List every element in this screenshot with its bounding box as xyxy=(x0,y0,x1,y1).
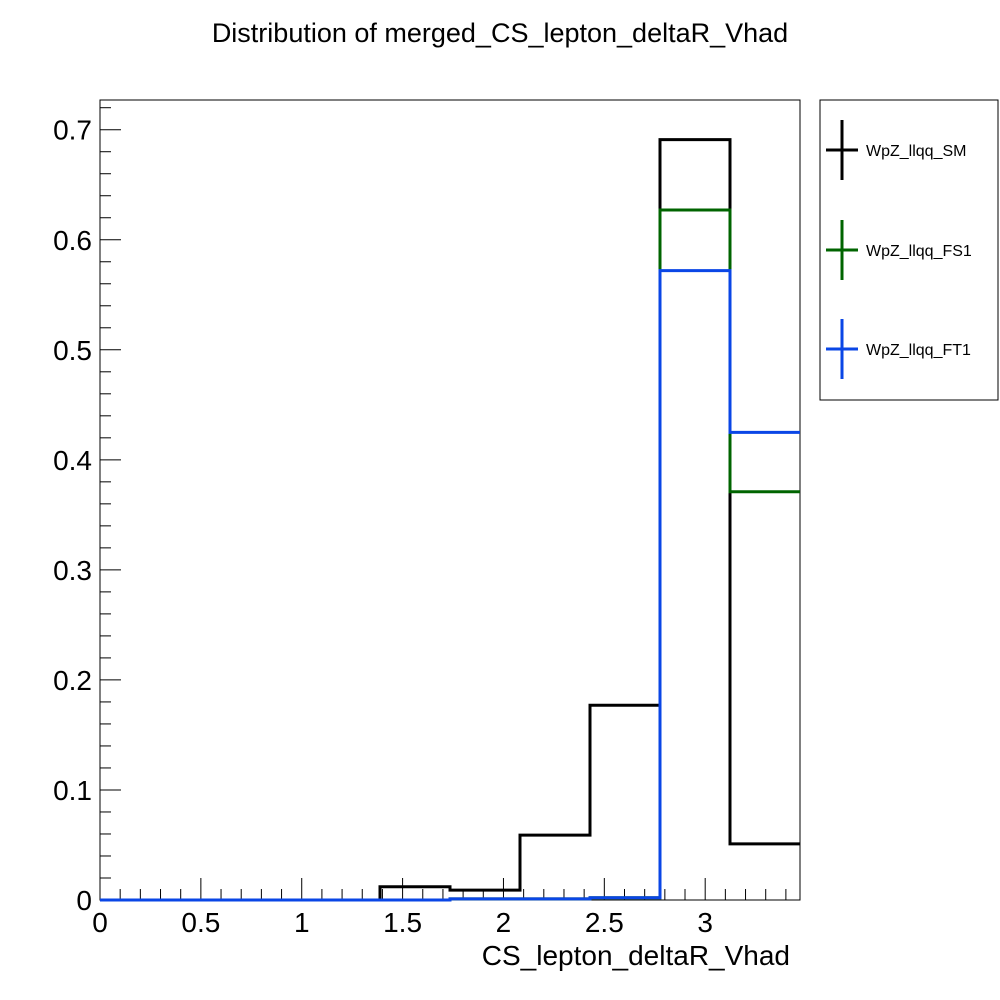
y-tick-label: 0.6 xyxy=(53,225,92,256)
x-tick-label: 2.5 xyxy=(585,907,624,938)
legend: WpZ_llqq_SM WpZ_llqq_FS1 WpZ_llqq_FT1 xyxy=(826,120,972,379)
x-tick-label: 1 xyxy=(294,907,310,938)
x-tick-label: 3 xyxy=(697,907,713,938)
legend-entry-label: WpZ_llqq_FT1 xyxy=(866,342,971,359)
y-tick-label: 0.7 xyxy=(53,115,92,146)
x-tick-label: 0.5 xyxy=(181,907,220,938)
y-minor-ticks xyxy=(100,107,111,879)
y-tick-label: 0.1 xyxy=(53,775,92,806)
y-tick-labels: 0 0.1 0.2 0.3 0.4 0.5 0.6 0.7 xyxy=(53,115,92,916)
y-tick-label: 0.5 xyxy=(53,335,92,366)
x-tick-label: 1.5 xyxy=(383,907,422,938)
chart-title: Distribution of merged_CS_lepton_deltaR_… xyxy=(212,18,788,48)
y-tick-label: 0.3 xyxy=(53,555,92,586)
plot-frame xyxy=(99,99,801,901)
y-tick-label: 0.2 xyxy=(53,665,92,696)
x-tick-label: 0 xyxy=(92,907,108,938)
series-layer xyxy=(100,138,800,902)
y-tick-label: 0 xyxy=(76,885,92,916)
x-tick-labels: 0 0.5 1 1.5 2 2.5 3 xyxy=(92,907,713,938)
x-axis-label: CS_lepton_deltaR_Vhad xyxy=(482,940,790,971)
legend-entry-label: WpZ_llqq_SM xyxy=(866,143,966,160)
series-WpZ_llqq_FT1-line xyxy=(100,269,800,902)
legend-entry-label: WpZ_llqq_FS1 xyxy=(866,243,972,260)
y-tick-label: 0.4 xyxy=(53,445,92,476)
x-tick-label: 2 xyxy=(496,907,512,938)
